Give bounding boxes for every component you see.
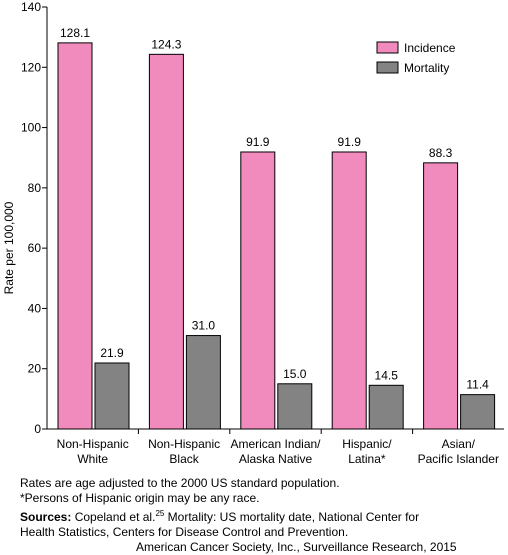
category-label: Non-Hispanic	[148, 437, 220, 451]
sources-text-2: Mortality: US mortality date, National C…	[164, 510, 420, 524]
note-sources: Sources: Copeland et al.25 Mortality: US…	[0, 506, 508, 525]
incidence-bar	[240, 151, 276, 430]
note-age-adjusted: Rates are age adjusted to the 2000 US st…	[20, 476, 340, 490]
mortality-bar	[368, 384, 404, 430]
incidence-bar	[423, 162, 459, 430]
y-tick-label: 100	[21, 121, 41, 135]
incidence-value-label: 124.3	[151, 37, 181, 51]
mortality-value-label: 31.0	[192, 319, 216, 333]
y-axis-label: Rate per 100,000	[2, 201, 16, 294]
incidence-value-label: 88.3	[429, 146, 453, 160]
mortality-value-label: 15.0	[283, 367, 307, 381]
note-nchs: Health Statistics, Centers for Disease C…	[20, 525, 349, 539]
y-tick-label: 40	[28, 301, 42, 315]
incidence-bar	[331, 151, 367, 430]
chart-notes: Rates are age adjusted to the 2000 US st…	[0, 476, 508, 555]
legend-incidence-label: Incidence	[404, 41, 456, 55]
sources-text: Copeland et al.	[74, 510, 156, 524]
category-label: Black	[169, 452, 199, 466]
mortality-bar	[94, 362, 130, 430]
incidence-value-label: 91.9	[246, 135, 270, 149]
category-label: American Indian/	[230, 437, 321, 451]
mortality-bar	[185, 335, 221, 430]
y-tick-label: 0	[34, 422, 41, 436]
y-tick-label: 140	[21, 0, 41, 14]
category-label: Non-Hispanic	[57, 437, 129, 451]
category-label: Latina*	[348, 452, 386, 466]
y-tick-label: 80	[28, 181, 42, 195]
sources-ref: 25	[155, 509, 165, 518]
note-acs: American Cancer Society, Inc., Surveilla…	[136, 540, 457, 554]
category-label: Hispanic/	[342, 437, 392, 451]
y-tick-label: 120	[21, 60, 41, 74]
incidence-bar	[57, 42, 93, 430]
category-label: Asian/	[442, 437, 476, 451]
mortality-value-label: 21.9	[100, 346, 124, 360]
mortality-value-label: 14.5	[375, 368, 399, 382]
y-tick-label: 60	[28, 241, 42, 255]
incidence-value-label: 128.1	[60, 26, 90, 40]
category-label: Pacific Islander	[418, 452, 499, 466]
legend-mortality-swatch	[376, 61, 399, 74]
legend-mortality-label: Mortality	[404, 61, 449, 75]
incidence-value-label: 91.9	[338, 135, 362, 149]
note-hispanic: *Persons of Hispanic origin may be any r…	[20, 491, 260, 505]
bar-chart: 0 20 40 60 80 100 120 140 Rate per 100,000 128.…	[2, 0, 504, 466]
y-tick-label: 20	[28, 362, 42, 376]
bars: 128.1 21.9 124.3 31.0 91.9 15.0 91.9 14.5 88.3 11…	[57, 26, 496, 430]
category-labels: Non-HispanicWhiteNon-HispanicBlackAmeric…	[57, 429, 499, 466]
legend: Incidence Mortality	[376, 41, 456, 75]
incidence-bar	[148, 53, 184, 430]
mortality-value-label: 11.4	[466, 378, 489, 392]
sources-label: Sources:	[20, 510, 72, 524]
mortality-bar	[460, 394, 496, 430]
legend-incidence-swatch	[376, 41, 399, 54]
category-label: Alaska Native	[239, 452, 313, 466]
category-label: White	[77, 452, 108, 466]
mortality-bar	[277, 383, 313, 430]
